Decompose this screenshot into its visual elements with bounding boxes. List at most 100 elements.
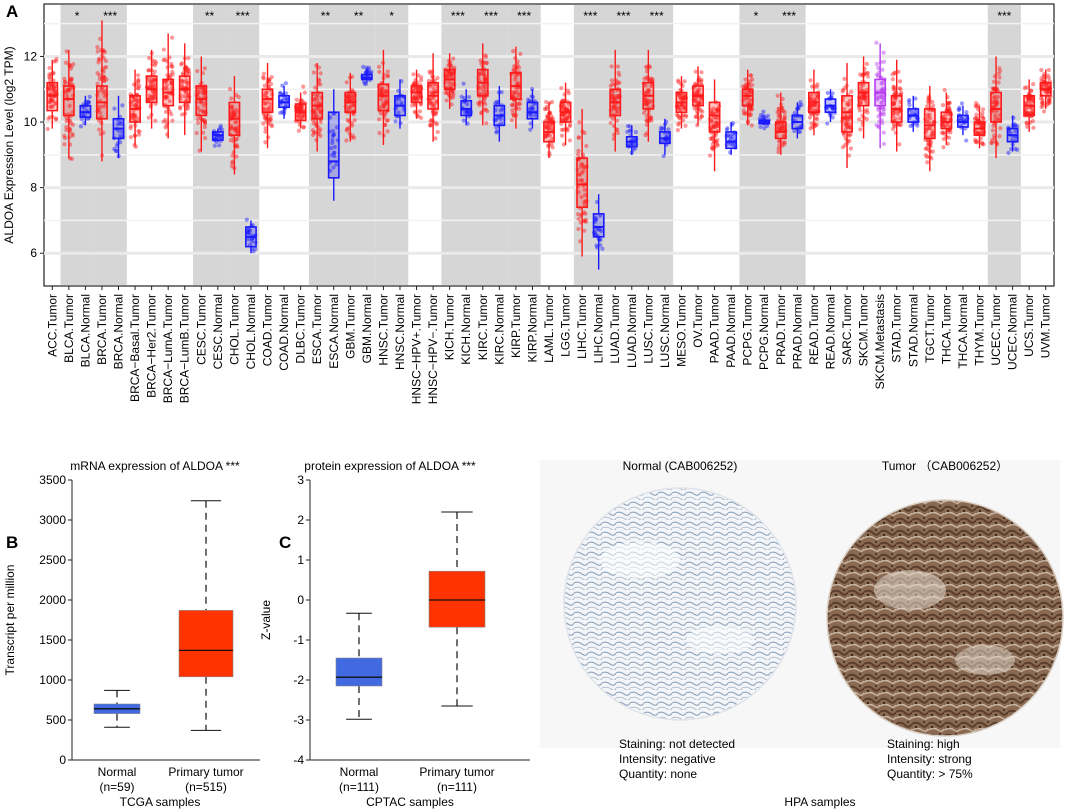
data-point	[681, 93, 687, 98]
data-point	[533, 113, 538, 118]
data-point	[184, 102, 190, 107]
x-tick-label: LUSC.Normal	[658, 294, 672, 368]
data-point	[448, 70, 453, 75]
data-point	[332, 151, 337, 156]
data-point	[50, 87, 55, 92]
data-point	[231, 108, 236, 113]
data-point	[579, 178, 585, 183]
data-point	[163, 125, 168, 130]
data-point	[483, 54, 489, 60]
data-point	[101, 56, 107, 61]
data-point	[516, 91, 521, 96]
data-point	[217, 143, 222, 148]
data-point	[650, 77, 655, 82]
data-point	[331, 132, 337, 137]
x-tick-label: BRCA−Basal.Tumor	[128, 294, 142, 402]
hpa-tumor-staining: Staining: high	[887, 737, 960, 751]
data-point	[1024, 85, 1029, 90]
data-point	[481, 72, 486, 77]
data-point	[96, 56, 102, 61]
significance-stars: ***	[583, 9, 597, 23]
data-point	[233, 128, 238, 133]
data-point	[229, 110, 234, 115]
data-point	[444, 89, 449, 94]
data-point	[443, 90, 448, 96]
data-point	[364, 65, 369, 70]
data-point	[332, 144, 337, 150]
data-point	[549, 113, 554, 119]
data-point	[132, 116, 137, 121]
data-point	[246, 230, 251, 235]
data-point	[417, 109, 422, 114]
data-point	[316, 107, 321, 112]
data-point	[186, 66, 191, 72]
data-point	[112, 146, 117, 152]
data-point	[297, 103, 303, 109]
data-point	[642, 110, 647, 115]
data-point	[511, 113, 517, 118]
data-point	[699, 114, 705, 119]
data-point	[170, 69, 175, 74]
data-point	[136, 129, 141, 134]
data-point	[298, 104, 304, 109]
data-point	[263, 126, 268, 131]
data-point	[284, 97, 290, 102]
data-point	[435, 129, 440, 135]
data-point	[925, 160, 930, 165]
data-point	[680, 95, 685, 101]
data-point	[550, 116, 556, 121]
data-point	[68, 121, 74, 126]
data-point	[698, 100, 703, 105]
data-point	[517, 65, 522, 70]
data-point	[415, 86, 420, 91]
data-point	[582, 200, 587, 205]
data-point	[130, 112, 135, 118]
significance-stars: **	[321, 9, 331, 23]
data-point	[153, 59, 158, 64]
data-point	[608, 120, 613, 126]
data-point	[1013, 146, 1018, 152]
data-point	[576, 135, 581, 141]
data-point	[996, 80, 1001, 85]
data-point	[583, 211, 588, 216]
data-point	[218, 135, 223, 141]
data-point	[566, 91, 571, 96]
data-point	[133, 144, 138, 149]
box-paad-normal	[725, 131, 738, 150]
data-point	[681, 104, 686, 109]
data-point	[549, 116, 554, 121]
data-point	[582, 165, 587, 170]
data-point	[297, 107, 303, 112]
data-point	[428, 70, 433, 76]
data-point	[989, 140, 994, 145]
data-point	[915, 123, 920, 128]
data-point	[229, 104, 234, 109]
data-point	[530, 107, 535, 112]
data-point	[897, 79, 903, 84]
panel-b-boxes	[93, 500, 234, 731]
data-point	[285, 96, 290, 102]
data-point	[246, 230, 251, 236]
data-point	[351, 135, 357, 141]
data-point	[482, 84, 488, 90]
data-point	[529, 113, 534, 119]
data-point	[694, 114, 699, 119]
data-point	[515, 86, 520, 91]
data-point	[510, 94, 515, 99]
data-point	[562, 107, 567, 112]
data-point	[96, 60, 101, 65]
data-point	[428, 118, 433, 124]
data-point	[194, 130, 199, 136]
data-point	[433, 120, 438, 126]
data-point	[201, 117, 206, 122]
data-point	[517, 102, 523, 107]
data-point	[893, 130, 899, 135]
x-tick-label: THCA.Normal	[956, 294, 970, 369]
data-point	[116, 128, 122, 133]
hpa-tumor-intensity: Intensity: strong	[887, 752, 972, 766]
data-point	[170, 72, 175, 77]
data-point	[344, 138, 349, 143]
data-point	[493, 101, 498, 106]
data-point	[547, 133, 552, 138]
data-point	[881, 50, 886, 55]
